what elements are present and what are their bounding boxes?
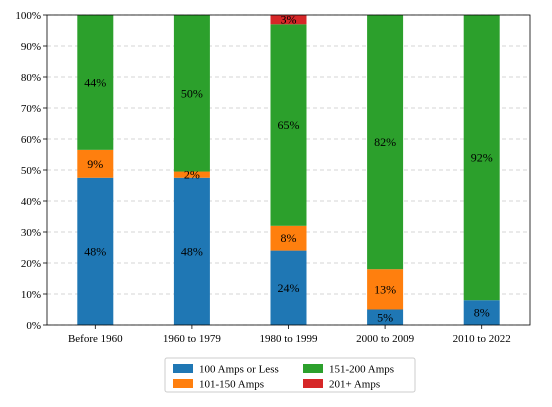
legend-swatch	[303, 364, 323, 373]
bar-segment	[270, 225, 307, 251]
y-tick-label: 50%	[21, 165, 41, 177]
bar-segment	[367, 15, 404, 270]
x-tick-label: Before 1960	[68, 333, 123, 345]
bar-data-label: 50%	[181, 86, 203, 100]
bar-data-label: 65%	[278, 118, 300, 132]
bar-data-label: 48%	[84, 244, 106, 258]
legend: 100 Amps or Less 151-200 Amps 101-150 Amps…	[164, 357, 416, 393]
bar-data-label: 5%	[377, 310, 393, 324]
legend-label: 101-150 Amps	[199, 379, 264, 391]
legend-label: 151-200 Amps	[329, 364, 394, 376]
bar-segment	[463, 300, 500, 325]
bar-segment	[270, 250, 307, 325]
bar-data-label: 8%	[281, 231, 297, 245]
bar-segment	[77, 149, 114, 178]
x-tick-label: 2010 to 2022	[453, 333, 511, 345]
bar-segment	[173, 15, 210, 172]
y-tick-label: 80%	[21, 72, 41, 84]
bar-segment	[270, 24, 307, 226]
bar-segment	[173, 171, 210, 178]
bar-data-label: 8%	[474, 306, 490, 320]
bar-segment	[173, 177, 210, 325]
legend-label: 201+ Amps	[329, 379, 380, 391]
legend-swatch	[173, 379, 193, 388]
y-tick-label: 90%	[21, 41, 41, 53]
y-axis-ticks: 0% 10% 20% 30% 40% 50% 60% 70% 80% 90% 100%	[15, 10, 47, 332]
y-tick-label: 30%	[21, 227, 41, 239]
bar-data-label: 2%	[184, 168, 200, 182]
bar-segment	[463, 15, 500, 301]
y-tick-label: 20%	[21, 258, 41, 270]
x-tick-label: 1960 to 1979	[163, 333, 222, 345]
bar-data-label: 13%	[374, 282, 396, 296]
bar-segment	[367, 309, 404, 325]
bar-segment	[270, 15, 307, 25]
bars	[77, 15, 500, 325]
x-tick-label: 2000 to 2009	[356, 333, 415, 345]
legend-box	[164, 357, 416, 393]
bar-data-label: 82%	[374, 135, 396, 149]
y-tick-label: 100%	[15, 10, 41, 22]
y-tick-label: 10%	[21, 289, 41, 301]
legend-swatch	[303, 379, 323, 388]
y-tick-label: 0%	[26, 320, 41, 332]
y-tick-label: 70%	[21, 103, 41, 115]
bar-data-label: 92%	[471, 151, 493, 165]
bar-data-label: 44%	[84, 75, 106, 89]
y-tick-label: 60%	[21, 134, 41, 146]
bar-data-label: 9%	[87, 157, 103, 171]
legend-label: 100 Amps or Less	[199, 364, 279, 376]
bar-data-label: 3%	[281, 13, 297, 27]
bar-segment	[77, 15, 114, 150]
bar-segment	[77, 177, 114, 325]
y-tick-label: 40%	[21, 196, 41, 208]
x-axis-ticks: Before 1960 1960 to 1979 1980 to 1999 2000 …	[68, 325, 511, 345]
legend-swatch	[173, 364, 193, 373]
bar-data-label: 24%	[278, 281, 300, 295]
bar-segment	[367, 269, 404, 310]
x-tick-label: 1980 to 1999	[259, 333, 318, 345]
bar-data-labels: 48% 9% 44% 48% 2% 50% 24% 8% 65% 3% 5% 13% 82% 8% 92%	[84, 13, 492, 325]
bar-data-label: 48%	[181, 244, 203, 258]
